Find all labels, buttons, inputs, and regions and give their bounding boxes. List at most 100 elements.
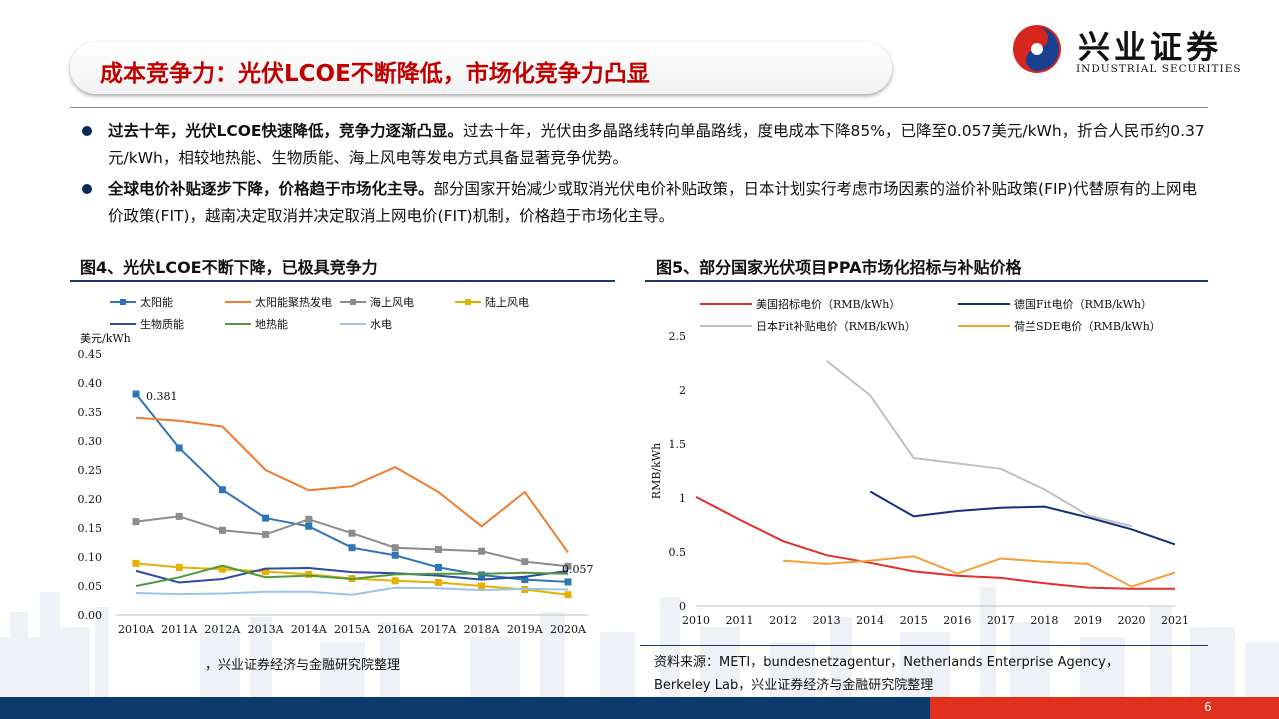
legend-marker — [350, 299, 356, 305]
series-line — [135, 564, 569, 587]
legend-label: 太阳能 — [140, 295, 173, 309]
y-axis-label: RMB/kWh — [650, 443, 663, 499]
data-point — [305, 515, 313, 523]
legend-label: 荷兰SDE电价（RMB/kWh） — [1014, 320, 1161, 333]
page-number: 6 — [1204, 700, 1212, 714]
bullet-dot-icon — [82, 184, 92, 194]
logo-emblem — [1013, 25, 1061, 73]
legend-label: 水电 — [370, 318, 392, 331]
figure5-source-divider — [640, 645, 1208, 646]
data-point — [391, 577, 399, 585]
data-point — [521, 576, 529, 584]
data-point — [132, 559, 140, 567]
legend-marker — [465, 299, 471, 305]
x-tick-label: 2016 — [943, 614, 971, 627]
series-line — [135, 566, 569, 584]
header-divider — [70, 107, 1208, 108]
data-point — [564, 591, 572, 599]
x-tick-label: 2011 — [726, 614, 754, 627]
x-tick-label: 2020 — [1117, 614, 1145, 627]
data-point — [478, 571, 486, 579]
footer-accent — [930, 697, 1279, 719]
logo-chinese-name: 兴业证券 — [1078, 28, 1223, 66]
y-tick-label: 0.20 — [78, 493, 103, 506]
legend-label: 美国招标电价（RMB/kWh） — [756, 297, 900, 311]
series-line — [135, 515, 569, 568]
legend-label: 地热能 — [255, 317, 288, 331]
legend-marker — [120, 299, 126, 305]
legend-label: 日本Fit补贴电价（RMB/kWh） — [756, 319, 916, 333]
data-point — [262, 568, 270, 575]
bullet-lead: 过去十年，光伏LCOE快速降低，竞争力逐渐凸显。 — [108, 122, 464, 140]
data-point — [348, 529, 356, 537]
x-tick-label: 2020A — [550, 623, 587, 636]
x-tick-label: 2017 — [987, 614, 1015, 627]
legend-label: 德国Fit电价（RMB/kWh） — [1014, 297, 1152, 311]
data-point — [218, 526, 226, 534]
data-point — [478, 582, 486, 590]
data-point — [132, 390, 140, 398]
bullet-list: 过去十年，光伏LCOE快速降低，竞争力逐渐凸显。过去十年，光伏由多晶路线转向单晶… — [80, 118, 1210, 234]
y-tick-label: 0.45 — [78, 348, 103, 361]
series-line — [869, 490, 1176, 546]
figure5-source-line1: 资料来源：METI，bundesnetzagentur，Netherlands … — [654, 655, 1119, 670]
data-point — [434, 563, 442, 571]
data-point — [132, 518, 140, 526]
data-label: 0.057 — [562, 563, 594, 576]
x-tick-label: 2019 — [1074, 614, 1102, 627]
x-tick-label: 2019A — [507, 623, 544, 636]
data-point — [175, 444, 183, 452]
figure5-source-line2: Berkeley Lab，兴业证券经济与金融研究院整理 — [654, 678, 934, 693]
x-tick-label: 2013A — [248, 623, 285, 636]
legend-label: 生物质能 — [140, 317, 184, 331]
series-line — [135, 393, 569, 583]
skyline-background — [0, 587, 1279, 697]
data-point — [391, 551, 399, 559]
data-point — [175, 563, 183, 571]
bullet-lead: 全球电价补贴逐步下降，价格趋于市场化主导。 — [108, 180, 434, 198]
x-tick-label: 2014 — [856, 614, 884, 627]
x-tick-label: 2012 — [769, 614, 797, 627]
bullet-dot-icon — [82, 126, 92, 136]
data-label: 0.381 — [146, 390, 178, 403]
data-point — [305, 522, 313, 530]
page-title: 成本竞争力：光伏LCOE不断降低，市场化竞争力凸显 — [100, 61, 650, 87]
lcoe-line-chart: 0.00 0.05 0.10 0.15 0.20 0.25 0.30 0.35 0.40 0.45… — [78, 295, 594, 636]
x-tick-label: 2018A — [464, 623, 501, 636]
legend-label: 海上风电 — [370, 295, 414, 309]
figure4-title: 图4、光伏LCOE不断下降，已极具竞争力 — [80, 258, 378, 277]
x-tick-label: 2011A — [161, 623, 198, 636]
x-tick-label: 2010 — [682, 614, 710, 627]
company-logo: 兴业证券 INDUSTRIAL SECURITIES — [1010, 22, 1270, 78]
bullet-item: 过去十年，光伏LCOE快速降低，竞争力逐渐凸显。过去十年，光伏由多晶路线转向单晶… — [80, 118, 1210, 172]
y-tick-label: 1 — [679, 492, 686, 505]
legend-label: 太阳能聚热发电 — [255, 295, 332, 309]
x-tick-label: 2017A — [420, 623, 457, 636]
data-point — [521, 558, 529, 566]
ppa-price-line-chart: 0 0.5 1 1.5 2 2.5 2010 2011 2012 2013 2014 2015 2016… — [650, 297, 1189, 627]
figure4-source: ，兴业证券经济与金融研究院整理 — [205, 658, 401, 673]
y-tick-label: 0.35 — [78, 406, 103, 419]
x-tick-label: 2015 — [900, 614, 928, 627]
footer-bar — [0, 697, 930, 719]
figure5-title: 图5、部分国家光伏项目PPA市场化招标与补贴价格 — [656, 258, 1022, 277]
data-point — [434, 545, 442, 553]
y-tick-label: 0.00 — [78, 609, 103, 622]
y-tick-label: 0 — [679, 600, 686, 613]
x-tick-label: 2010A — [118, 623, 155, 636]
figure5-divider — [645, 280, 1208, 282]
data-point — [262, 530, 270, 538]
legend-label: 陆上风电 — [485, 295, 529, 309]
data-point — [262, 514, 270, 522]
y-tick-label: 0.30 — [78, 435, 103, 448]
y-tick-label: 2 — [679, 384, 686, 397]
x-tick-label: 2012A — [204, 623, 241, 636]
y-tick-label: 0.40 — [78, 377, 103, 390]
series-line — [695, 496, 1175, 590]
data-point — [391, 544, 399, 552]
y-tick-label: 0.05 — [78, 580, 103, 593]
data-point — [348, 544, 356, 552]
x-tick-label: 2018 — [1030, 614, 1058, 627]
data-point — [478, 547, 486, 555]
series-line — [135, 416, 569, 553]
